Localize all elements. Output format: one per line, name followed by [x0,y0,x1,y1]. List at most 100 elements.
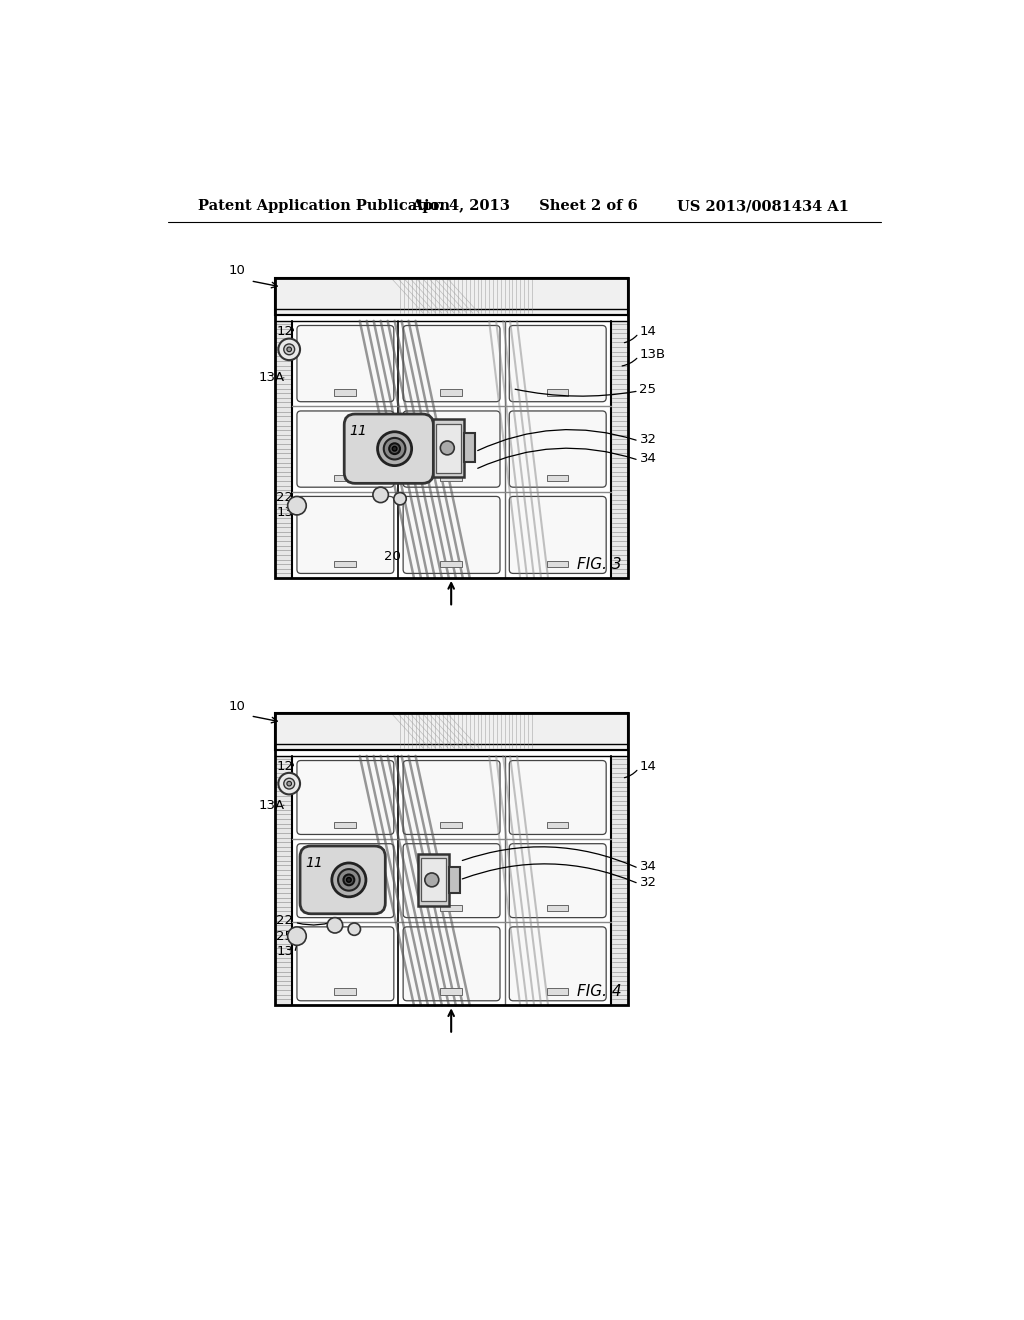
Bar [275,321,292,578]
FancyBboxPatch shape [297,927,394,1001]
Circle shape [284,345,295,355]
Bar [611,756,628,1006]
Text: 13A: 13A [258,371,285,384]
Text: 14: 14 [640,760,656,774]
Circle shape [392,446,397,451]
FancyBboxPatch shape [297,760,394,834]
Circle shape [394,492,407,504]
Text: 14: 14 [640,325,656,338]
Text: 11: 11 [349,424,367,438]
Circle shape [284,779,295,789]
Circle shape [279,774,300,795]
Bar [275,277,628,578]
FancyBboxPatch shape [403,927,500,1001]
Bar [547,389,568,396]
FancyBboxPatch shape [509,760,606,834]
Bar [275,713,628,750]
FancyBboxPatch shape [403,496,500,573]
Circle shape [425,873,438,887]
Bar [334,906,356,911]
Circle shape [287,781,292,785]
FancyBboxPatch shape [403,760,500,834]
Bar [334,389,356,396]
Bar [275,713,628,1006]
Circle shape [346,878,351,882]
FancyBboxPatch shape [509,843,606,917]
Bar [436,424,461,473]
Text: Patent Application Publication: Patent Application Publication [198,199,450,213]
Bar [334,561,356,568]
Text: 13: 13 [276,945,293,958]
Bar [449,867,460,892]
FancyBboxPatch shape [297,843,394,917]
Circle shape [328,917,343,933]
Bar [440,561,462,568]
Circle shape [384,438,406,459]
FancyBboxPatch shape [297,411,394,487]
Circle shape [288,496,306,515]
Bar [440,475,462,480]
Text: 11: 11 [305,855,323,870]
Bar [292,756,611,1006]
Bar [440,989,462,995]
Text: FIG. 4: FIG. 4 [578,985,622,999]
FancyBboxPatch shape [300,846,385,913]
Bar [418,854,449,906]
Text: 10: 10 [229,264,246,277]
Bar [275,277,628,314]
Circle shape [348,923,360,936]
Text: 12: 12 [276,760,293,774]
Text: 34: 34 [640,861,656,874]
Bar [440,822,462,829]
Text: 13A: 13A [258,799,285,812]
FancyBboxPatch shape [509,411,606,487]
Bar [421,858,445,902]
FancyBboxPatch shape [297,326,394,401]
Bar [275,756,292,1006]
Bar [547,561,568,568]
Circle shape [288,927,306,945]
Circle shape [378,432,412,466]
Circle shape [440,441,455,455]
FancyBboxPatch shape [403,326,500,401]
Bar [547,475,568,480]
Text: 20: 20 [384,550,400,564]
FancyBboxPatch shape [509,326,606,401]
Bar [334,822,356,829]
Text: 13B: 13B [640,348,666,362]
Text: 32: 32 [640,433,656,446]
Circle shape [279,339,300,360]
Bar [547,906,568,911]
Bar [547,822,568,829]
Bar [611,321,628,578]
Bar [334,989,356,995]
FancyBboxPatch shape [509,496,606,573]
Circle shape [343,874,354,886]
Text: US 2013/0081434 A1: US 2013/0081434 A1 [677,199,849,213]
Text: 22: 22 [276,491,293,504]
Bar [464,433,475,462]
FancyBboxPatch shape [403,843,500,917]
Circle shape [373,487,388,503]
Text: 25: 25 [640,383,656,396]
Text: 13: 13 [276,506,293,519]
FancyBboxPatch shape [509,927,606,1001]
FancyBboxPatch shape [344,414,433,483]
Circle shape [332,863,366,896]
Bar [334,475,356,480]
Circle shape [389,444,400,454]
Bar [292,321,611,578]
Bar [433,420,464,478]
Bar [440,906,462,911]
Text: FIG. 3: FIG. 3 [578,557,622,572]
Text: 12: 12 [276,325,293,338]
FancyBboxPatch shape [403,411,500,487]
Text: 22: 22 [276,915,293,927]
Bar [547,989,568,995]
Bar [440,389,462,396]
Text: 32: 32 [640,875,656,888]
FancyBboxPatch shape [297,496,394,573]
Text: Apr. 4, 2013  Sheet 2 of 6: Apr. 4, 2013 Sheet 2 of 6 [412,199,638,213]
Circle shape [338,869,359,891]
Text: 10: 10 [229,700,246,713]
